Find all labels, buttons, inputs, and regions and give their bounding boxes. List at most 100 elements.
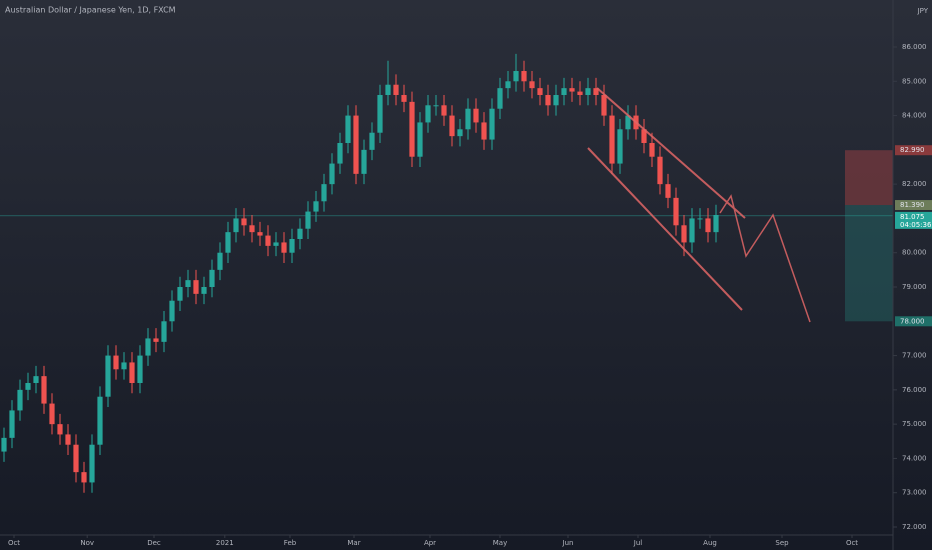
stop-label: 82.990 <box>900 146 925 154</box>
candle-body <box>417 122 423 157</box>
y-tick-label: 80.000 <box>902 249 927 257</box>
candle-body <box>97 396 103 445</box>
candle-body <box>1 437 7 452</box>
target-label: 78.000 <box>900 317 925 325</box>
candle-body <box>113 355 119 370</box>
channel-upper <box>596 87 746 219</box>
target-zone <box>845 205 893 322</box>
candle-body <box>65 434 71 445</box>
current-price-tag <box>895 211 932 229</box>
candle-body <box>25 383 31 390</box>
candle-body <box>425 105 431 123</box>
candle-body <box>313 201 319 212</box>
candle-body <box>521 71 527 82</box>
candle-body <box>681 225 687 243</box>
candle-body <box>465 108 471 130</box>
candle-body <box>281 242 287 253</box>
candle-body <box>369 132 375 150</box>
x-tick-label: 2021 <box>216 539 234 547</box>
candle-body <box>73 444 79 473</box>
candle-body <box>273 242 279 246</box>
channel-lower <box>587 147 743 311</box>
x-tick-label: Jul <box>633 539 643 547</box>
candle-body <box>545 95 551 106</box>
stop-tag <box>895 145 932 156</box>
x-tick-label: May <box>493 539 507 547</box>
candle-body <box>433 105 439 107</box>
candle-body <box>657 156 663 185</box>
candle-body <box>249 225 255 233</box>
x-tick-label: Nov <box>80 539 94 547</box>
candle-body <box>569 88 575 92</box>
candle-body <box>489 108 495 140</box>
candle-body <box>57 424 63 435</box>
candle-body <box>337 143 343 164</box>
y-tick-label: 76.000 <box>902 386 927 394</box>
candle-body <box>121 362 127 370</box>
drawings <box>587 87 811 323</box>
x-tick-label: Dec <box>147 539 161 547</box>
candle-body <box>41 376 47 404</box>
stop-zone <box>845 150 893 206</box>
candle-body <box>513 71 519 82</box>
y-tick-label: 73.000 <box>902 489 927 497</box>
candle-body <box>377 95 383 133</box>
candle-body <box>145 338 151 356</box>
x-tick-label: Jun <box>562 539 574 547</box>
candle-body <box>585 88 591 96</box>
candle-body <box>217 252 223 270</box>
candle-body <box>161 321 167 342</box>
candle-body <box>345 115 351 144</box>
candle-body <box>129 362 135 384</box>
candle-body <box>153 338 159 342</box>
countdown-label: 04:05:36 <box>900 221 932 229</box>
candle-body <box>441 105 447 116</box>
candle-body <box>553 95 559 106</box>
y-tick-label: 84.000 <box>902 112 927 120</box>
x-tick-label: Mar <box>347 539 360 547</box>
candle-body <box>537 88 543 96</box>
candle-body <box>473 108 479 123</box>
candle-body <box>689 218 695 243</box>
candle-body <box>697 218 703 220</box>
x-tick-label: Apr <box>424 539 436 547</box>
y-tick-label: 85.000 <box>902 77 927 85</box>
entry-label: 81.390 <box>900 201 925 209</box>
candle-body <box>705 218 711 233</box>
candle-body <box>673 197 679 226</box>
candle-body <box>17 389 23 411</box>
candle-body <box>593 88 599 96</box>
candle-body <box>449 115 455 137</box>
target-tag <box>895 316 932 327</box>
candle-body <box>9 410 15 438</box>
candle-body <box>81 472 87 483</box>
candle-body <box>289 239 295 253</box>
y-tick-label: 74.000 <box>902 454 927 462</box>
candle-body <box>209 269 215 288</box>
candle-body <box>481 122 487 140</box>
candle-body <box>201 287 207 294</box>
candle-body <box>193 280 199 294</box>
candle-body <box>529 81 535 89</box>
candle-body <box>353 115 359 174</box>
candle-body <box>225 232 231 253</box>
candle-body <box>457 129 463 137</box>
candle-body <box>329 163 335 185</box>
candle-body <box>505 81 511 89</box>
y-tick-label: 77.000 <box>902 352 927 360</box>
candle-body <box>497 88 503 109</box>
y-tick-label: 72.000 <box>902 523 927 531</box>
candle-body <box>233 218 239 233</box>
x-tick-label: Oct <box>846 539 858 547</box>
y-tick-label: 75.000 <box>902 420 927 428</box>
candle-body <box>177 287 183 301</box>
candle-body <box>561 88 567 96</box>
candle-body <box>617 129 623 164</box>
candle-body <box>305 211 311 229</box>
candle-body <box>297 228 303 240</box>
candle-body <box>401 95 407 102</box>
projection-path <box>719 194 811 323</box>
candle-body <box>641 129 647 144</box>
candle-body <box>361 149 367 174</box>
